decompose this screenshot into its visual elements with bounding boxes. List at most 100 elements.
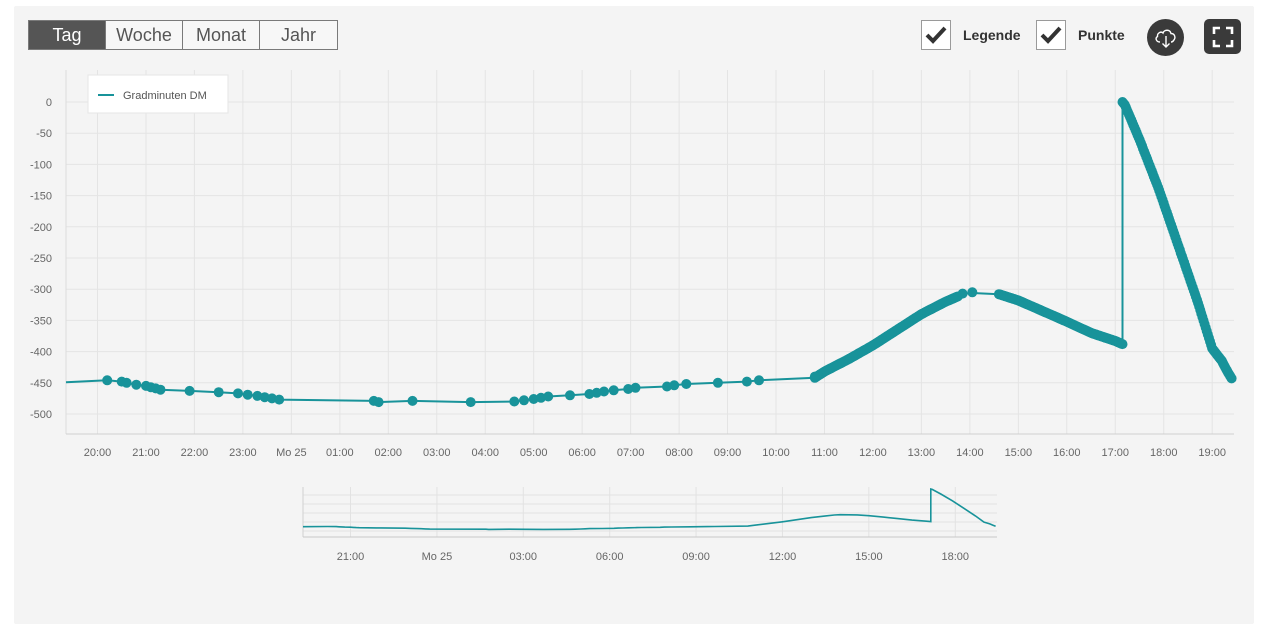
x-tick-label: 09:00 (714, 447, 742, 459)
data-point (131, 379, 142, 390)
x-tick-label: 22:00 (181, 447, 209, 459)
points-toggle: Punkte (1036, 20, 1125, 50)
tab-jahr[interactable]: Jahr (260, 21, 337, 49)
data-point (967, 287, 978, 298)
legend-label: Legende (963, 27, 1021, 43)
x-tick-label: 10:00 (762, 447, 790, 459)
tab-monat[interactable]: Monat (183, 21, 260, 49)
x-tick-label: 06:00 (568, 447, 596, 459)
x-tick-label: 15:00 (1005, 447, 1033, 459)
fullscreen-button[interactable] (1204, 19, 1241, 54)
x-tick-label: 14:00 (956, 447, 984, 459)
y-tick-label: -500 (30, 409, 52, 421)
x-tick-label: 18:00 (1150, 447, 1178, 459)
data-point (373, 397, 384, 408)
data-point (712, 377, 723, 388)
x-tick-label: 12:00 (859, 447, 887, 459)
x-tick-label: 17:00 (1101, 447, 1129, 459)
navigator-grid (302, 487, 997, 538)
data-point (509, 396, 520, 407)
data-point (465, 397, 476, 408)
x-tick-label: 23:00 (229, 447, 257, 459)
data-point (599, 386, 609, 397)
chart-grid (65, 70, 1234, 435)
data-point (754, 375, 764, 386)
navigator-tick-label: 15:00 (855, 551, 883, 563)
navigator-line (302, 487, 996, 531)
x-tick-label: 21:00 (132, 447, 160, 459)
x-tick-label: 02:00 (375, 447, 403, 459)
time-range-tabs: Tag Woche Monat Jahr (28, 20, 338, 50)
cloud-download-icon (1154, 29, 1176, 48)
y-axis-ticks: 0 -50 -100 -150 -200 -250 -300 -350 -400 -450 -500 (30, 97, 52, 421)
x-tick-label: 19:00 (1198, 447, 1226, 459)
navigator-tick-label: Mo 25 (422, 551, 453, 563)
data-point (543, 391, 554, 402)
legend-toggle: Legende (921, 20, 1021, 50)
data-point (809, 371, 820, 382)
navigator-series (302, 487, 996, 531)
data-point (957, 288, 968, 299)
data-point (102, 375, 113, 386)
y-tick-label: -50 (36, 128, 52, 140)
x-tick-label: 20:00 (84, 447, 112, 459)
data-point (681, 379, 692, 389)
x-tick-label: 07:00 (617, 447, 645, 459)
data-point (1117, 339, 1128, 350)
navigator-tick-label: 21:00 (337, 551, 365, 563)
navigator-tick-label: 03:00 (510, 551, 538, 563)
y-tick-label: 0 (46, 97, 52, 109)
data-point (233, 388, 243, 399)
data-point (155, 384, 166, 395)
data-point (121, 377, 132, 388)
x-tick-label: 01:00 (326, 447, 354, 459)
x-tick-label: 13:00 (908, 447, 936, 459)
y-tick-label: -200 (30, 222, 52, 234)
x-tick-label: 05:00 (520, 447, 548, 459)
legend-entry: Gradminuten DM (123, 90, 207, 102)
x-axis-ticks: 20:00 21:00 22:00 23:00 Mo 25 01:00 02:00 03:00… (84, 447, 1226, 459)
legend-checkbox[interactable] (921, 20, 951, 50)
data-point (630, 382, 641, 393)
navigator-x-ticks: 21:00 Mo 25 03:00 06:00 09:00 12:00 15:00 18:00 (337, 551, 969, 563)
points-label: Punkte (1078, 27, 1125, 43)
x-tick-label: 04:00 (471, 447, 499, 459)
x-tick-label: 03:00 (423, 447, 451, 459)
tab-woche[interactable]: Woche (106, 21, 183, 49)
data-point (519, 395, 529, 406)
y-tick-label: -100 (30, 159, 52, 171)
data-point (1226, 373, 1237, 384)
navigator-tick-label: 12:00 (769, 551, 797, 563)
download-button[interactable] (1147, 19, 1184, 56)
checkmark-icon (1040, 26, 1062, 44)
y-tick-label: -450 (30, 378, 52, 390)
data-point (242, 389, 253, 400)
data-point (213, 387, 224, 398)
data-point (184, 385, 195, 396)
y-tick-label: -400 (30, 347, 52, 359)
data-point (741, 376, 752, 387)
data-point (565, 390, 575, 401)
navigator-tick-label: 06:00 (596, 551, 624, 563)
navigator-tick-label: 18:00 (941, 551, 969, 563)
navigator-tick-label: 09:00 (682, 551, 710, 563)
chart-legend[interactable]: Gradminuten DM (87, 74, 229, 114)
fullscreen-icon (1212, 26, 1233, 47)
series-gradminuten-dm (65, 97, 1237, 408)
data-point (407, 395, 418, 406)
data-point (608, 385, 619, 396)
data-point (669, 380, 680, 391)
y-tick-label: -150 (30, 191, 52, 203)
x-tick-label: 16:00 (1053, 447, 1081, 459)
y-tick-label: -250 (30, 253, 52, 265)
tab-tag[interactable]: Tag (29, 21, 106, 49)
x-tick-label: 11:00 (811, 447, 838, 459)
x-tick-label: Mo 25 (276, 447, 307, 459)
points-checkbox[interactable] (1036, 20, 1066, 50)
x-tick-label: 08:00 (665, 447, 693, 459)
y-tick-label: -350 (30, 315, 52, 327)
checkmark-icon (925, 26, 947, 44)
y-tick-label: -300 (30, 284, 52, 296)
